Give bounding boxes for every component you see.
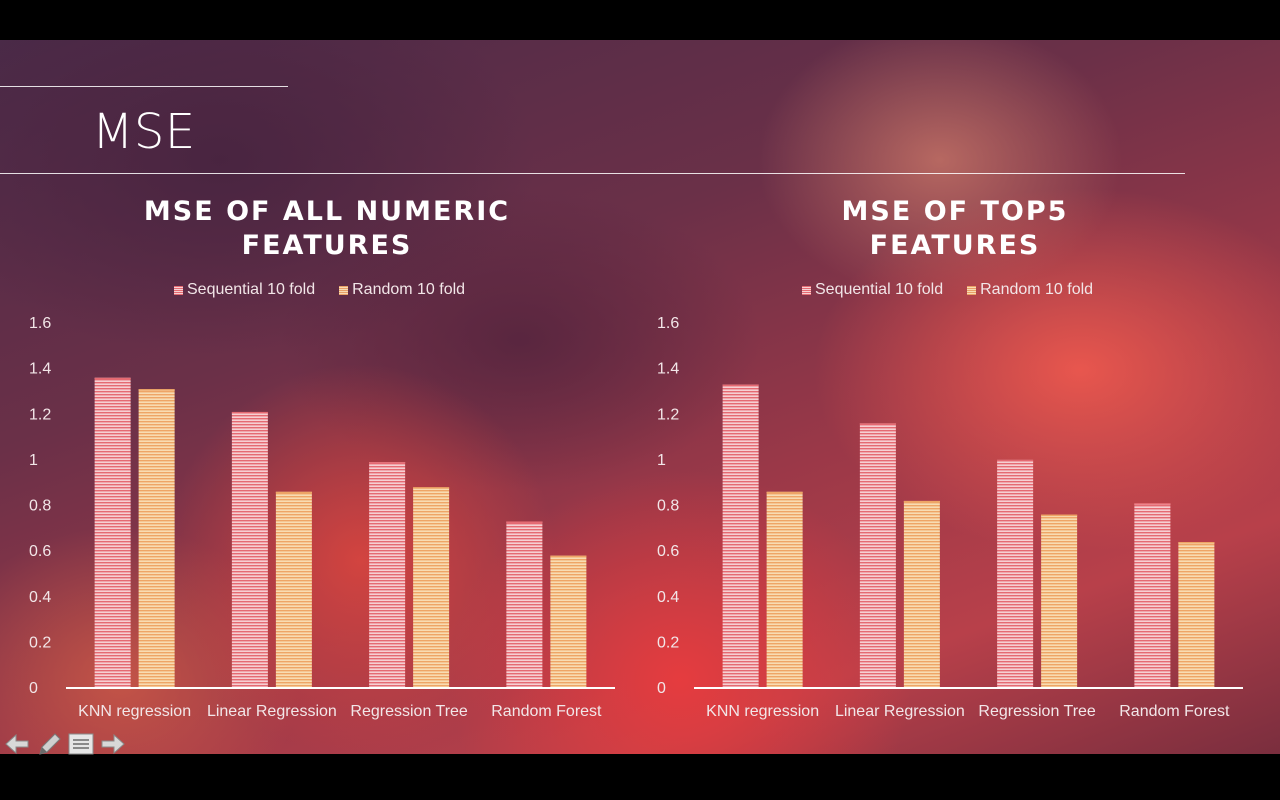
bar-cap-sequential [94,377,131,380]
bar-sequential [997,459,1034,688]
arrow-left-icon [5,733,29,755]
y-tick-label: 1.2 [29,406,51,423]
pen-icon [39,733,61,755]
previous-slide-button[interactable] [3,731,31,757]
x-tick-label: KNN regression [78,703,191,720]
bar-cap-sequential [997,459,1034,462]
legend-swatch-random [339,285,349,295]
chart-title-line-2: FEATURES [869,230,1041,261]
bar-random [413,487,450,688]
bar-sequential [94,377,131,688]
chart-title: MSE OF ALL NUMERIC FEATURES [127,195,527,263]
bar-sequential [722,384,759,688]
y-tick-label: 0.8 [657,498,679,515]
bar-cap-random [275,491,312,494]
x-tick-label: Linear Regression [835,703,965,720]
chart-legend: Sequential 10 fold Random 10 fold [174,280,489,300]
bar-cap-random [766,491,803,494]
next-slide-button[interactable] [99,731,127,757]
bar-cap-sequential [722,384,759,387]
legend-swatch-sequential [802,285,811,295]
bar-cap-random [1041,514,1078,517]
y-tick-label: 1.6 [657,315,679,332]
y-tick-label: 0 [29,680,38,697]
chart-title-line-1: MSE OF TOP5 [841,196,1069,227]
x-tick-label: Regression Tree [350,703,467,720]
title-rule-top [0,86,288,87]
bar-cap-sequential [859,423,896,425]
x-tick-label: Random Forest [1119,703,1230,720]
y-tick-label: 0.6 [29,543,51,560]
y-tick-label: 1.4 [29,361,51,378]
bar-sequential [369,462,406,688]
bar-plot: 0 0.2 0.4 0.6 0.8 1 1.2 1.4 1.6 KNN regression Lin… [29,315,615,720]
slide-menu-button[interactable] [67,731,95,757]
legend-swatch-sequential [174,285,183,295]
bar-sequential [859,423,896,688]
y-tick-label: 0.2 [657,634,679,651]
y-tick-label: 1 [29,452,38,469]
y-tick-label: 0.8 [29,498,51,515]
arrow-right-icon [101,733,125,755]
legend-label-random: Random 10 fold [980,281,1094,298]
pen-tool-button[interactable] [35,731,63,757]
bar-random [1041,514,1078,688]
chart-all-numeric-features: MSE OF ALL NUMERIC FEATURES Sequential 1… [0,40,640,754]
bar-random [766,491,803,688]
bar-cap-random [413,487,450,489]
bar-cap-random [550,555,587,558]
y-tick-label: 1.6 [29,315,51,332]
x-tick-label: Linear Regression [207,703,337,720]
slideshow-nav [0,730,130,758]
legend-label-random: Random 10 fold [352,281,466,298]
y-tick-label: 0.2 [29,634,51,651]
slide: MSE MSE OF ALL NUMERIC FEATURES Sequenti… [0,40,1280,754]
legend-item-random: Random 10 fold [339,281,465,299]
x-tick-label: KNN regression [706,703,819,720]
chart-title-line-1: MSE OF ALL NUMERIC [143,196,511,227]
title-rule-bottom [0,173,1185,174]
y-tick-label: 1.4 [657,361,679,378]
bar-cap-random [1178,542,1215,544]
bar-random [1178,542,1215,688]
slide-title: MSE [92,104,196,160]
bar-cap-sequential [369,462,406,464]
bar-random [550,555,587,688]
menu-icon [68,733,94,755]
bar-plot: 0 0.2 0.4 0.6 0.8 1 1.2 1.4 1.6 KNN regression Lin… [657,315,1243,720]
legend-item-sequential: Sequential 10 fold [802,281,943,299]
bar-random [903,500,940,688]
y-tick-label: 1 [657,452,666,469]
x-tick-label: Random Forest [491,703,602,720]
bar-sequential [506,521,543,688]
legend-swatch-random [967,285,977,295]
y-tick-label: 0.4 [657,589,679,606]
y-tick-label: 0.4 [29,589,51,606]
legend-label-sequential: Sequential 10 fold [815,281,944,298]
legend-item-random: Random 10 fold [967,281,1093,299]
bar-cap-sequential [506,521,543,523]
bar-sequential [231,411,268,688]
x-tick-label: Regression Tree [978,703,1095,720]
bar-cap-random [138,389,175,391]
chart-top5-features: MSE OF TOP5 FEATURES Sequential 10 fold … [640,40,1280,754]
bar-random [138,389,175,688]
y-tick-label: 1.2 [657,406,679,423]
chart-legend: Sequential 10 fold Random 10 fold [802,280,1117,300]
bar-cap-random [903,500,940,503]
bar-sequential [1134,503,1171,688]
bar-random [275,491,312,688]
y-tick-label: 0.6 [657,543,679,560]
legend-label-sequential: Sequential 10 fold [187,281,316,298]
bar-cap-sequential [1134,503,1171,505]
y-tick-label: 0 [657,680,666,697]
chart-title: MSE OF TOP5 FEATURES [755,195,1155,263]
bar-cap-sequential [231,411,268,414]
chart-title-line-2: FEATURES [241,230,413,261]
legend-item-sequential: Sequential 10 fold [174,281,315,299]
